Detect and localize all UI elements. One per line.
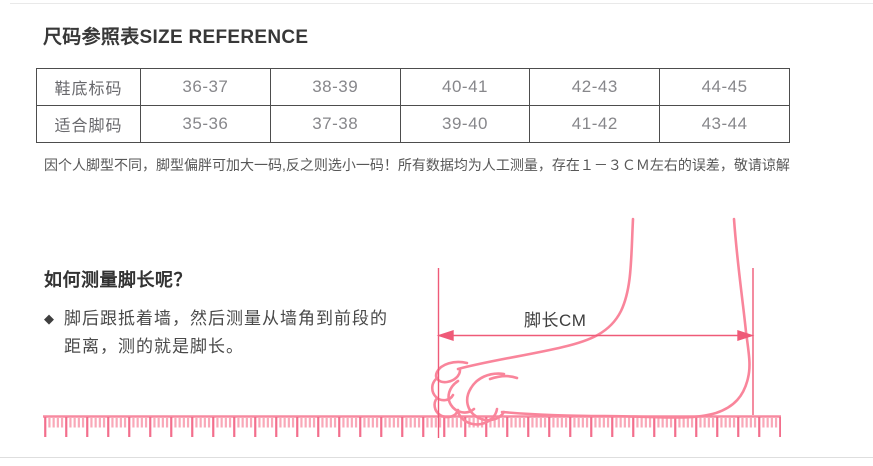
foot-length-label: 脚长CM bbox=[524, 311, 587, 330]
ruler-tick-marks bbox=[44, 417, 781, 438]
table-row-fit-size: 适合脚码 35-36 37-38 39-40 41-42 43-44 bbox=[36, 105, 790, 143]
size-cell: 41-42 bbox=[529, 105, 661, 143]
instruction-item: ◆ 脚后跟抵着墙，然后测量从墙角到前段的距离，测的就是脚长。 bbox=[44, 305, 396, 361]
instruction-text: 脚后跟抵着墙，然后测量从墙角到前段的距离，测的就是脚长。 bbox=[64, 309, 388, 356]
measure-arrow bbox=[436, 268, 755, 438]
size-cell: 35-36 bbox=[140, 105, 271, 143]
size-cell: 36-37 bbox=[140, 68, 271, 106]
size-disclaimer-note: 因个人脚型不同，脚型偏胖可加大一码,反之则选小一码！所有数据均为人工测量，存在１… bbox=[44, 157, 790, 173]
table-row-sole-size: 鞋底标码 36-37 38-39 40-41 42-43 44-45 bbox=[36, 68, 790, 106]
howto-heading: 如何测量脚长呢？ bbox=[44, 270, 192, 290]
size-cell: 42-43 bbox=[529, 68, 661, 106]
bottom-divider bbox=[0, 457, 873, 458]
size-reference-table: 鞋底标码 36-37 38-39 40-41 42-43 44-45 适合脚码 … bbox=[36, 68, 790, 143]
row-label-sole-size: 鞋底标码 bbox=[36, 68, 141, 106]
diamond-bullet-icon: ◆ bbox=[44, 311, 54, 326]
top-divider bbox=[10, 3, 873, 4]
size-cell: 40-41 bbox=[399, 68, 531, 106]
size-cell: 44-45 bbox=[659, 68, 790, 106]
arrowhead-right bbox=[737, 330, 755, 341]
size-cell: 39-40 bbox=[399, 105, 531, 143]
row-label-fit-size: 适合脚码 bbox=[36, 105, 141, 143]
arrowhead-left bbox=[436, 330, 454, 341]
size-cell: 43-44 bbox=[659, 105, 790, 143]
size-cell: 37-38 bbox=[269, 105, 401, 143]
foot-outline-drawing bbox=[430, 217, 751, 426]
size-cell: 38-39 bbox=[269, 68, 401, 106]
page-title: 尺码参照表SIZE REFERENCE bbox=[43, 27, 309, 48]
